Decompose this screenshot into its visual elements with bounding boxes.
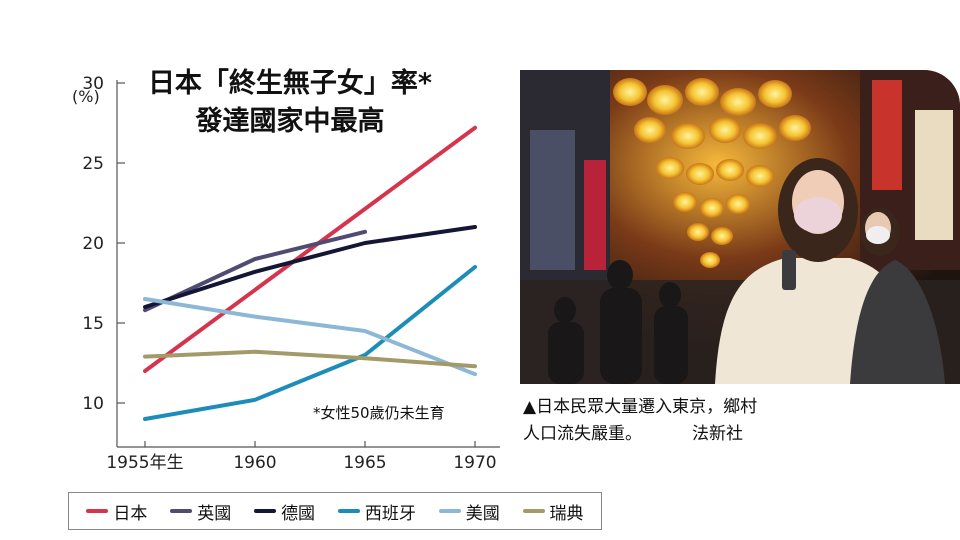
legend-swatch (86, 509, 109, 513)
x-tick-label: 1960 (233, 453, 276, 473)
series-line-日本 (143, 125, 477, 373)
legend-swatch (337, 509, 360, 513)
series-line-德國 (143, 225, 477, 309)
legend-item: 瑞典 (522, 499, 584, 524)
series-line-西班牙 (143, 265, 477, 421)
x-tick-label: 1955年生 (106, 453, 183, 473)
series-line-瑞典 (143, 349, 477, 369)
legend-item: 西班牙 (337, 499, 416, 524)
photo-caption-line-2-text: 人口流失嚴重。 (523, 424, 642, 444)
legend-label: 美國 (465, 503, 500, 524)
series-line-美國 (143, 297, 477, 377)
legend-label: 日本 (113, 503, 148, 524)
legend-item: 美國 (438, 499, 500, 524)
woman-figure (715, 158, 945, 384)
news-photo (520, 70, 960, 384)
y-tick-label: 30 (82, 74, 104, 94)
x-tick-label: 1970 (453, 453, 496, 473)
legend-item: 英國 (170, 499, 231, 524)
legend-swatch (254, 509, 277, 513)
x-tick-label: 1965 (343, 453, 386, 473)
y-tick-label: 15 (82, 314, 104, 334)
lantern-cluster (613, 78, 811, 268)
photo-caption: ▲日本民眾大量遷入東京，鄉村 人口流失嚴重。 法新社 (523, 394, 903, 448)
legend-label: 英國 (197, 503, 232, 524)
legend-swatch (522, 509, 545, 513)
legend-item: 德國 (254, 499, 315, 524)
legend-label: 瑞典 (549, 503, 584, 524)
legend-label: 西班牙 (364, 503, 416, 524)
chart-footnote: *女性50歲仍未生育 (313, 404, 445, 422)
photo-caption-line-1: ▲日本民眾大量遷入東京，鄉村 (523, 397, 758, 417)
chart-series (143, 125, 477, 421)
photo-credit: 法新社 (692, 424, 743, 444)
legend-label: 德國 (281, 503, 316, 524)
legend-swatch (170, 509, 193, 513)
y-tick-label: 20 (82, 234, 104, 254)
y-axis-unit-label: (%) (72, 87, 100, 106)
y-tick-label: 25 (82, 154, 104, 174)
series-line-英國 (143, 229, 367, 313)
legend-item: 日本 (86, 499, 147, 524)
chart-title-line-1: 日本「終生無子女」率* (147, 68, 433, 99)
chart-legend: 日本 英國 德國 西班牙 美國 瑞典 (68, 492, 602, 530)
chart-axes: 10 15 20 25 30 1955年生 1960 1965 1970 (82, 74, 500, 473)
legend-swatch (438, 509, 461, 513)
y-tick-label: 10 (82, 394, 104, 414)
photo-caption-line-2: 人口流失嚴重。 法新社 (523, 421, 903, 448)
chart-title-line-2: 發達國家中最高 (195, 106, 385, 137)
crowd-silhouettes (548, 260, 688, 384)
